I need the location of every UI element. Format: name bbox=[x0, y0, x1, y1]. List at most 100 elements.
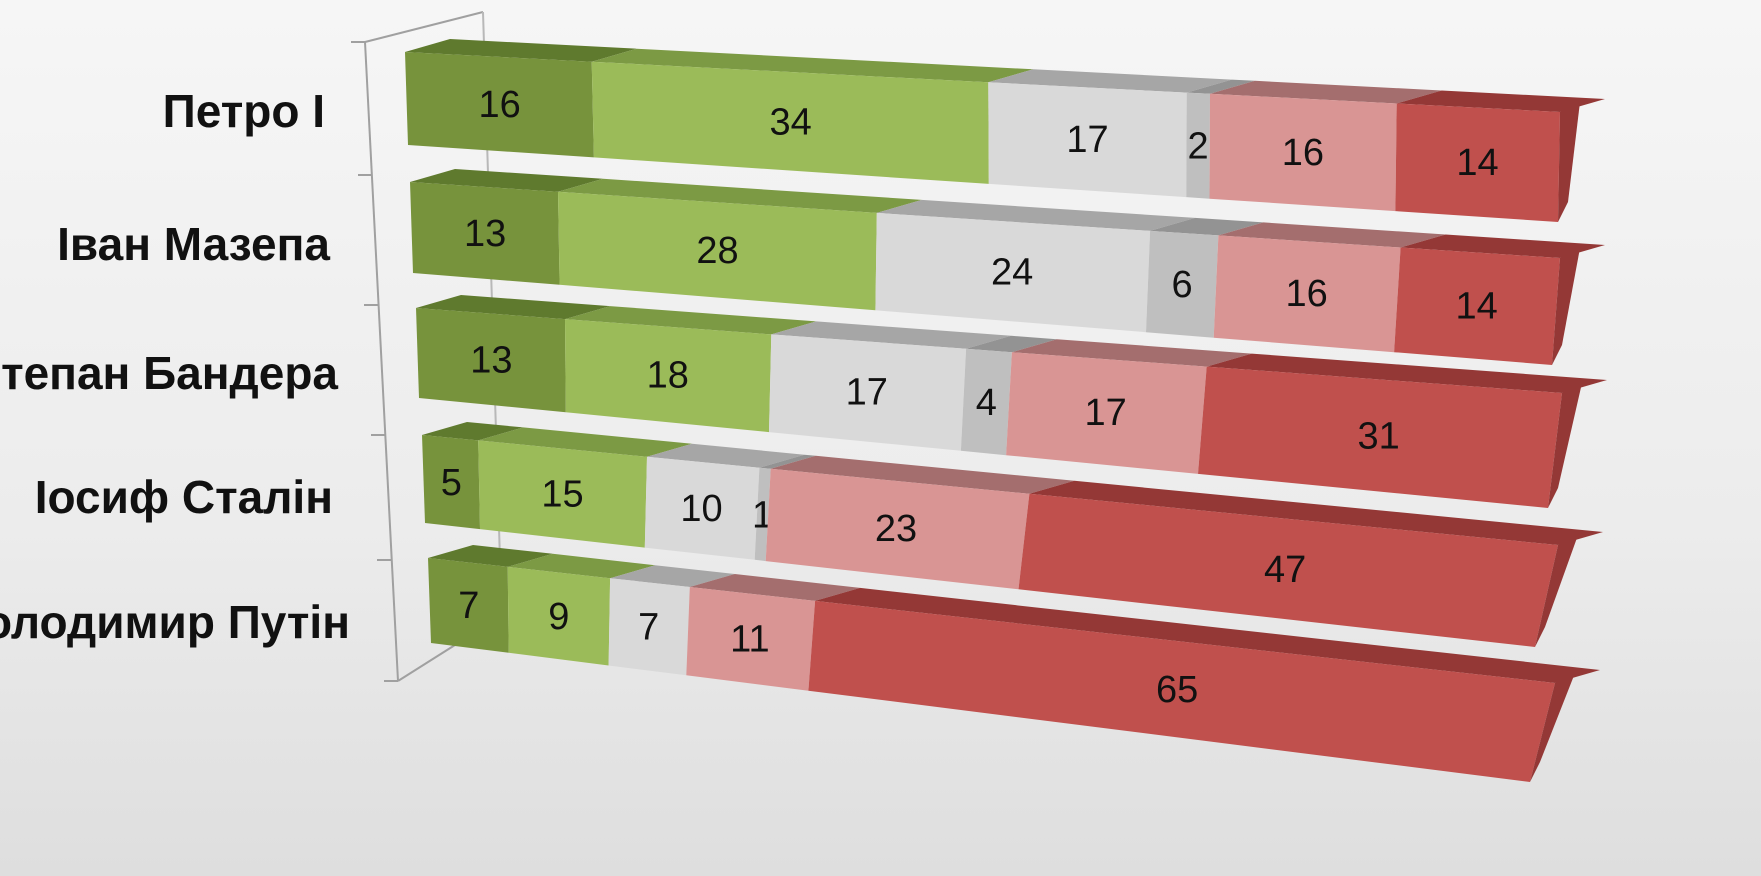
bar-end-face bbox=[1535, 535, 1578, 647]
bar-segment-top bbox=[591, 48, 1034, 83]
bar-value-label: 7 bbox=[638, 607, 659, 649]
bar-segment-top bbox=[988, 69, 1232, 93]
bar-segment bbox=[422, 435, 480, 530]
bar-value-label: 24 bbox=[991, 252, 1033, 294]
bar-segment-top bbox=[1029, 480, 1603, 545]
bar-value-label: 14 bbox=[1456, 286, 1498, 328]
bar-segment bbox=[1209, 93, 1397, 212]
category-labels: Петро I Іван Мазепа Степан Бандера Іосиф Ст… bbox=[0, 85, 350, 648]
bar-row: 13 28 24 6 16 14 bbox=[410, 169, 1605, 365]
bar-segment bbox=[1213, 235, 1401, 353]
category-label: Іосиф Сталін bbox=[35, 471, 333, 523]
bar-segment bbox=[960, 348, 1012, 456]
bar-segment-top bbox=[759, 454, 816, 469]
bar-value-label: 9 bbox=[548, 596, 569, 638]
bar-segment bbox=[875, 212, 1151, 333]
bar-value-label: 7 bbox=[458, 585, 479, 627]
bar-segment bbox=[769, 334, 967, 451]
bar-row: 7 9 7 11 65 bbox=[428, 545, 1600, 782]
bar-segment-top bbox=[405, 39, 637, 62]
bar-segment bbox=[754, 467, 771, 562]
bar-segment bbox=[608, 578, 690, 676]
bar-segment bbox=[644, 456, 760, 560]
bar-segment-top bbox=[815, 587, 1600, 683]
bar-segment bbox=[565, 319, 772, 433]
bar-segment-top bbox=[507, 553, 656, 579]
bar-value-label: 10 bbox=[680, 488, 722, 530]
bar-segment bbox=[591, 61, 989, 184]
bar-row: 13 18 17 4 17 31 bbox=[416, 295, 1607, 508]
bar-value-label: 16 bbox=[1282, 132, 1324, 174]
bar-segment-top bbox=[1210, 80, 1442, 104]
bar-segment-top bbox=[1218, 222, 1446, 248]
bar-segment-top bbox=[416, 295, 610, 320]
bar-segment-top bbox=[647, 443, 805, 468]
bar-segment bbox=[988, 82, 1187, 198]
bar-value-label: 16 bbox=[478, 84, 520, 126]
category-label: Петро I bbox=[163, 85, 325, 137]
bar-segment bbox=[686, 587, 816, 691]
bar-segment bbox=[765, 468, 1030, 590]
bar-segment bbox=[1146, 230, 1219, 338]
bar-end-face bbox=[1530, 673, 1575, 782]
bar-segment bbox=[1018, 493, 1558, 647]
bar-value-label: 11 bbox=[730, 619, 769, 661]
bar-value-label: 31 bbox=[1358, 415, 1400, 457]
bar-segment-top bbox=[565, 306, 817, 335]
category-label: Володимир Путін bbox=[0, 596, 350, 648]
bar-segment-top bbox=[410, 169, 603, 192]
bar-segment-top bbox=[1396, 90, 1605, 112]
axis-top-edge bbox=[364, 11, 484, 43]
bar-value-label: 47 bbox=[1264, 549, 1306, 591]
bar-value-label: 28 bbox=[696, 230, 738, 272]
bar-segment bbox=[1186, 92, 1210, 199]
bar-segment-top bbox=[558, 178, 922, 213]
axis-bottom-edge bbox=[397, 644, 456, 682]
axis-line bbox=[364, 41, 399, 682]
bar-segment bbox=[410, 182, 560, 285]
bar-value-label: 16 bbox=[1286, 273, 1328, 315]
bar-segment-top bbox=[771, 321, 1012, 349]
bar-segment-top bbox=[428, 545, 553, 567]
bar-segment-top bbox=[770, 455, 1075, 494]
bar-end-face bbox=[1548, 383, 1582, 508]
bar-segment-top bbox=[1150, 217, 1264, 236]
bar-value-label: 4 bbox=[976, 382, 997, 424]
category-label: Іван Мазепа bbox=[57, 218, 330, 270]
bar-segment bbox=[405, 52, 594, 158]
bar-segment-top bbox=[689, 574, 861, 601]
bar-segment bbox=[1394, 247, 1560, 365]
bar-segment bbox=[478, 440, 647, 548]
bar-segment-top bbox=[1400, 234, 1605, 258]
bar-segment-top bbox=[1011, 339, 1252, 367]
bar-segment bbox=[507, 566, 611, 666]
bar-value-label: 34 bbox=[770, 101, 812, 143]
bar-value-label: 2 bbox=[1188, 126, 1209, 168]
bar-segment-top bbox=[478, 427, 692, 457]
bar-segment bbox=[1006, 352, 1207, 474]
bar-segment bbox=[808, 600, 1555, 782]
bar-row: 16 34 17 2 16 14 bbox=[405, 39, 1605, 222]
bar-value-label: 13 bbox=[470, 339, 512, 381]
bar-segment bbox=[416, 308, 566, 413]
bar-segment-top bbox=[1186, 79, 1255, 94]
bar-segment bbox=[558, 191, 877, 311]
bar-value-label: 23 bbox=[875, 508, 917, 550]
bar-segment bbox=[428, 558, 509, 653]
bar-segment-top bbox=[966, 335, 1057, 353]
bar-end-face bbox=[1558, 102, 1580, 222]
bar-value-label: 6 bbox=[1172, 264, 1193, 306]
bar-segment-top bbox=[1206, 353, 1607, 393]
bar-end-face bbox=[1552, 248, 1580, 365]
bar-value-label: 17 bbox=[1085, 392, 1127, 434]
category-label: Степан Бандера bbox=[0, 347, 338, 399]
bar-value-label: 17 bbox=[1066, 119, 1108, 161]
bar-segment-top bbox=[876, 199, 1196, 231]
bar-value-label: 14 bbox=[1456, 142, 1498, 184]
bar-value-label: 5 bbox=[441, 462, 462, 504]
bar-segment-top bbox=[610, 565, 735, 587]
bar-segment bbox=[1395, 103, 1560, 222]
